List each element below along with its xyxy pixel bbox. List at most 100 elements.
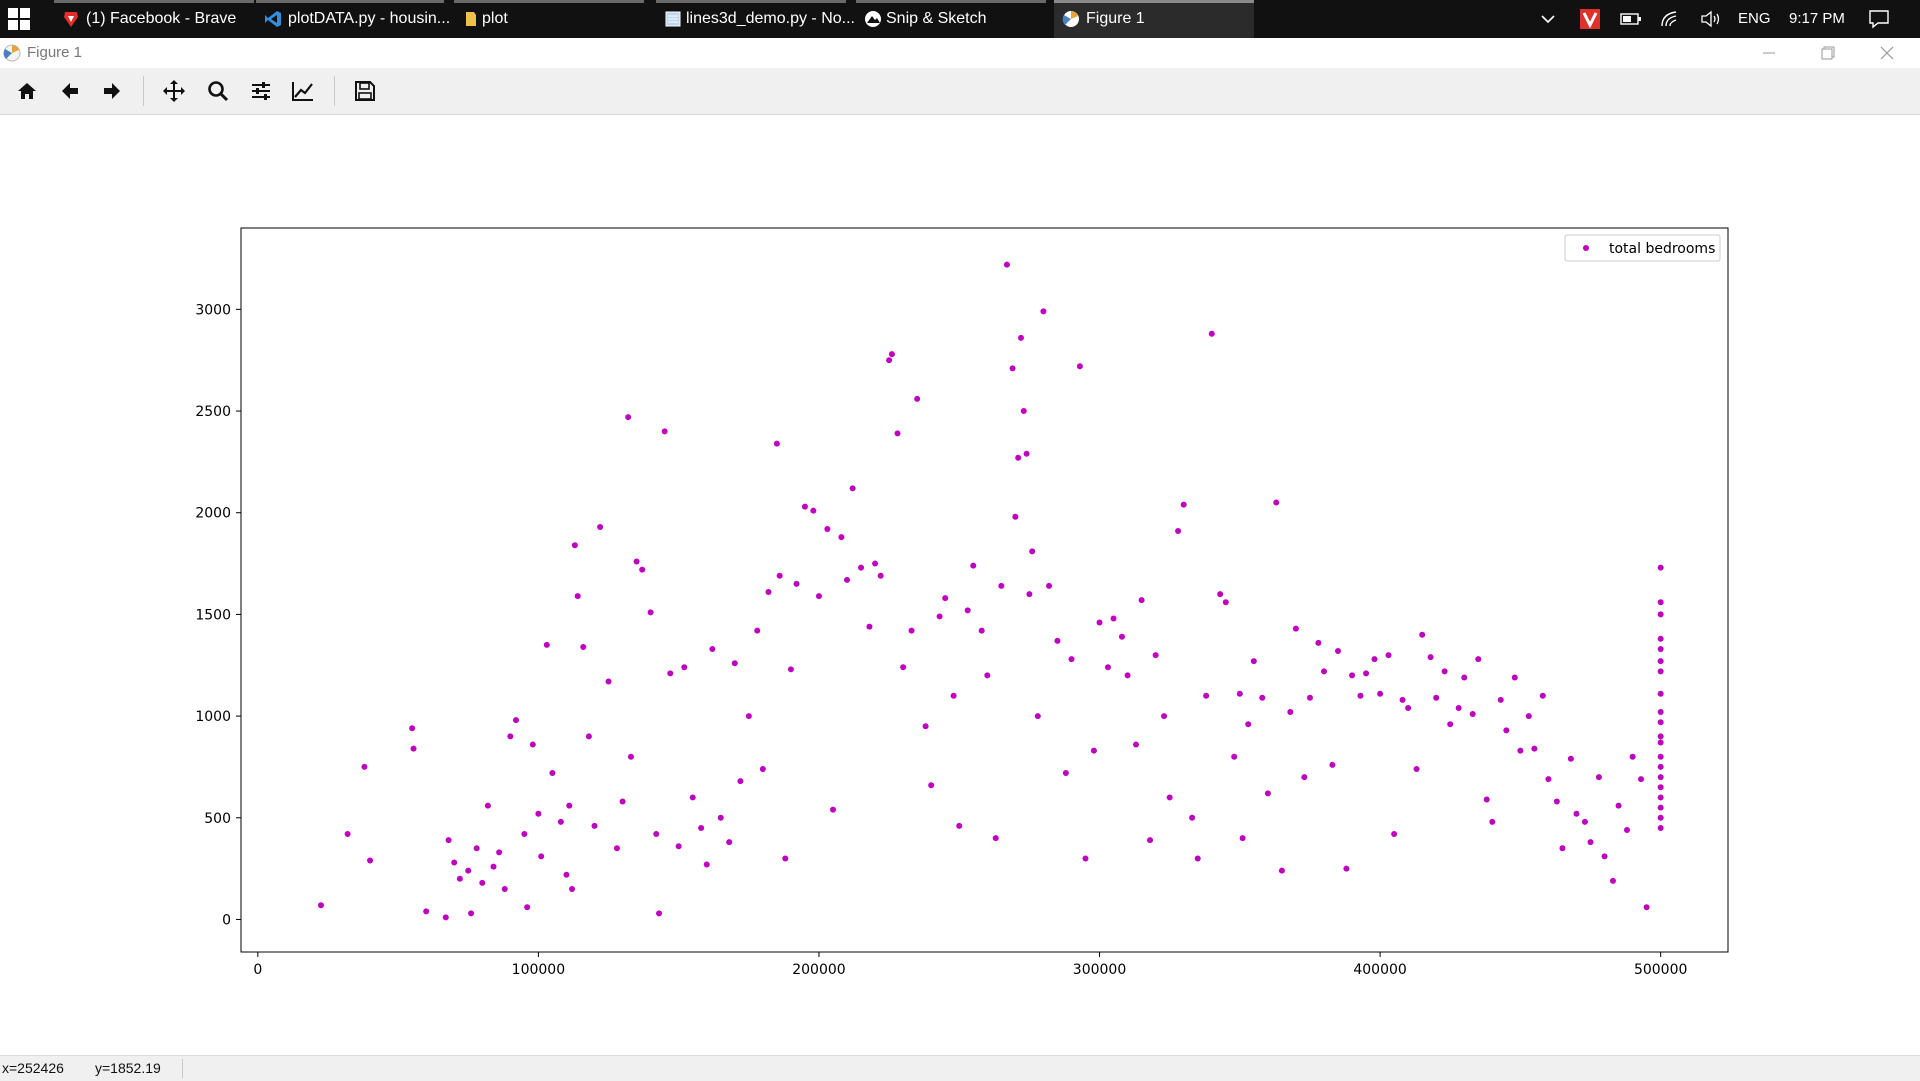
data-point bbox=[866, 623, 873, 630]
data-point bbox=[1427, 654, 1434, 661]
taskbar-tab-vscode[interactable]: plotDATA.py - housin... bbox=[256, 0, 450, 38]
data-point bbox=[1017, 334, 1024, 341]
language-indicator[interactable]: ENG bbox=[1738, 10, 1771, 27]
notepad-icon bbox=[665, 11, 681, 27]
data-point bbox=[1447, 721, 1454, 728]
data-point bbox=[703, 861, 710, 868]
taskbar-tab-folder[interactable]: plot bbox=[454, 0, 644, 38]
data-point bbox=[661, 428, 668, 435]
data-point bbox=[667, 670, 674, 677]
zoom-button[interactable] bbox=[203, 76, 233, 106]
taskbar-tab-snip[interactable]: Snip & Sketch bbox=[856, 0, 1046, 38]
forward-button[interactable] bbox=[97, 76, 127, 106]
data-point bbox=[1239, 835, 1246, 842]
wifi-icon[interactable] bbox=[1660, 10, 1682, 28]
data-point bbox=[484, 802, 491, 809]
data-point bbox=[1371, 656, 1378, 663]
data-point bbox=[1657, 709, 1664, 716]
restore-icon[interactable] bbox=[1821, 46, 1835, 60]
data-point bbox=[1419, 631, 1426, 638]
configure-subplots-icon bbox=[252, 82, 270, 100]
data-point bbox=[1657, 804, 1664, 811]
data-point bbox=[1278, 867, 1285, 874]
data-point bbox=[1040, 308, 1047, 315]
data-point bbox=[1657, 733, 1664, 740]
data-point bbox=[512, 717, 519, 724]
data-point bbox=[490, 863, 497, 870]
data-point bbox=[1082, 855, 1089, 862]
folder-icon bbox=[466, 12, 476, 26]
edit-axis-button[interactable] bbox=[288, 76, 318, 106]
data-point bbox=[1259, 694, 1266, 701]
x-tick-label: 0 bbox=[253, 962, 262, 978]
data-point bbox=[1054, 637, 1061, 644]
window-titlebar: Figure 1 bbox=[0, 38, 1920, 68]
save-button[interactable] bbox=[350, 76, 380, 106]
taskbar-tab-label: lines3d_demo.py - No... bbox=[686, 10, 855, 27]
vivaldi-icon[interactable] bbox=[1580, 9, 1600, 29]
data-point bbox=[625, 414, 632, 421]
data-point bbox=[793, 580, 800, 587]
volume-icon[interactable] bbox=[1700, 10, 1722, 28]
data-point bbox=[1629, 753, 1636, 760]
back-button[interactable] bbox=[55, 76, 85, 106]
data-point bbox=[1343, 865, 1350, 872]
data-point bbox=[1292, 625, 1299, 632]
data-point bbox=[1026, 591, 1033, 598]
data-point bbox=[639, 566, 646, 573]
data-point bbox=[1335, 648, 1342, 655]
taskbar-tab-label: (1) Facebook - Brave bbox=[86, 10, 237, 27]
data-point bbox=[524, 904, 531, 911]
legend-marker bbox=[1583, 245, 1589, 251]
data-point bbox=[970, 562, 977, 569]
data-point bbox=[1581, 818, 1588, 825]
data-point bbox=[1245, 721, 1252, 728]
data-point bbox=[1161, 713, 1168, 720]
battery-icon[interactable] bbox=[1620, 12, 1642, 26]
data-point bbox=[1399, 696, 1406, 703]
data-point bbox=[1657, 668, 1664, 675]
scatter-plot[interactable]: 0 100000 200000 300000 400000 500000 0 500 1000 1… bbox=[0, 115, 1920, 1055]
data-point bbox=[1152, 652, 1159, 659]
data-point bbox=[585, 733, 592, 740]
taskbar-tab-brave[interactable]: (1) Facebook - Brave bbox=[54, 0, 254, 38]
data-point bbox=[709, 645, 716, 652]
data-point bbox=[521, 831, 528, 838]
taskbar-tab-figure[interactable]: Figure 1 bbox=[1054, 0, 1254, 38]
taskbar-tab-notepad[interactable]: lines3d_demo.py - No... bbox=[656, 0, 855, 38]
data-point bbox=[886, 357, 893, 364]
data-points bbox=[317, 261, 1664, 921]
data-point bbox=[1461, 674, 1468, 681]
data-point bbox=[1023, 450, 1030, 457]
data-point bbox=[810, 507, 817, 514]
close-icon[interactable] bbox=[1880, 46, 1894, 60]
data-point bbox=[569, 885, 576, 892]
data-point bbox=[950, 692, 957, 699]
data-point bbox=[501, 885, 508, 892]
pan-icon bbox=[163, 80, 185, 102]
data-point bbox=[1623, 826, 1630, 833]
figure-canvas[interactable]: 0 100000 200000 300000 400000 500000 0 500 1000 1… bbox=[0, 115, 1920, 1055]
clock[interactable]: 9:17 PM bbox=[1789, 10, 1845, 27]
data-point bbox=[1175, 528, 1182, 535]
home-button[interactable] bbox=[12, 76, 42, 106]
data-point bbox=[1124, 672, 1131, 679]
chevron-up-icon[interactable] bbox=[1540, 12, 1556, 26]
back-arrow-icon bbox=[62, 83, 78, 99]
data-point bbox=[1034, 713, 1041, 720]
navigation-toolbar bbox=[0, 68, 1920, 115]
data-point bbox=[1455, 704, 1462, 711]
minimize-icon[interactable] bbox=[1762, 46, 1776, 60]
zoom-icon bbox=[208, 81, 229, 102]
configure-subplots-button[interactable] bbox=[246, 76, 276, 106]
notifications-icon[interactable] bbox=[1868, 9, 1890, 29]
pan-button[interactable] bbox=[159, 76, 189, 106]
data-point bbox=[1377, 690, 1384, 697]
windows-start-icon[interactable] bbox=[8, 8, 30, 30]
y-tick-label: 2000 bbox=[195, 506, 231, 522]
data-point bbox=[894, 430, 901, 437]
data-point bbox=[858, 564, 865, 571]
y-tick-label: 3000 bbox=[195, 302, 231, 318]
data-point bbox=[317, 902, 324, 909]
y-tick-label: 1500 bbox=[195, 607, 231, 623]
